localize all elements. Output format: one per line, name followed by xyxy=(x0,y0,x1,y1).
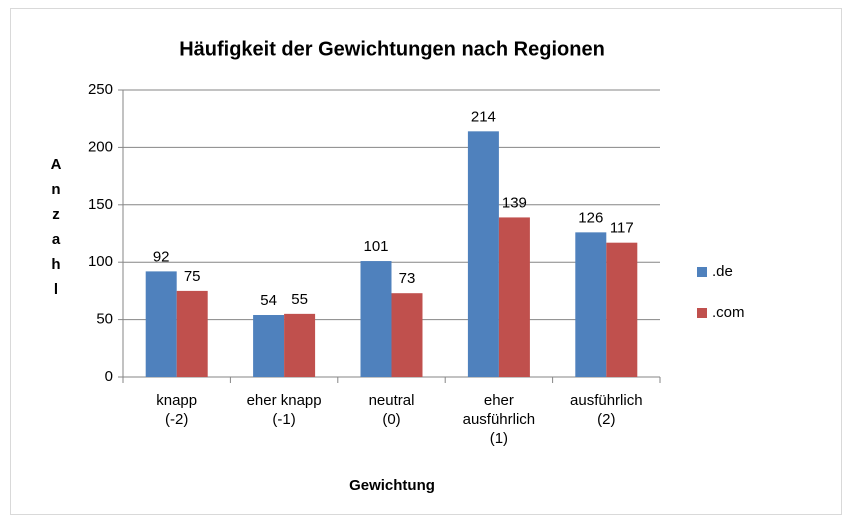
legend-swatch xyxy=(697,308,707,318)
y-tick-label: 150 xyxy=(88,196,113,213)
data-label: 117 xyxy=(610,220,634,237)
bar xyxy=(176,290,208,377)
data-label: 75 xyxy=(184,268,201,285)
data-label: 139 xyxy=(502,194,527,211)
bar xyxy=(498,217,530,377)
legend-label: .com xyxy=(712,304,745,321)
data-label: 55 xyxy=(291,291,308,308)
legend-label: .de xyxy=(712,263,733,280)
y-tick-label: 50 xyxy=(96,311,113,328)
bar xyxy=(145,271,177,377)
y-axis-title: Anzahl xyxy=(50,156,62,298)
chart-border xyxy=(10,8,842,515)
y-tick-label: 250 xyxy=(88,81,113,98)
x-tick-label: eher knapp (-1) xyxy=(246,392,322,428)
bar xyxy=(391,293,423,377)
data-label: 92 xyxy=(153,248,170,265)
x-axis-title: Gewichtung xyxy=(349,477,435,494)
y-tick-label: 0 xyxy=(105,368,113,385)
bar xyxy=(253,315,285,377)
data-label: 54 xyxy=(260,292,277,309)
bar xyxy=(606,242,638,377)
y-tick-label: 200 xyxy=(88,138,113,155)
bar xyxy=(284,313,316,377)
data-label: 214 xyxy=(471,108,496,125)
x-tick-label: knapp (-2) xyxy=(156,392,198,428)
bar xyxy=(360,261,392,377)
x-tick-label: eher ausführlich (1) xyxy=(462,392,536,447)
data-label: 126 xyxy=(578,209,603,226)
data-label: 101 xyxy=(363,238,388,255)
bar xyxy=(467,131,499,377)
x-tick-label: ausführlich (2) xyxy=(570,392,643,428)
legend-swatch xyxy=(697,267,707,277)
x-tick-label: neutral (0) xyxy=(368,392,415,428)
data-label: 73 xyxy=(399,270,416,287)
y-tick-label: 100 xyxy=(88,253,113,270)
bar xyxy=(575,232,607,377)
chart-title: Häufigkeit der Gewichtungen nach Regione… xyxy=(179,38,605,60)
